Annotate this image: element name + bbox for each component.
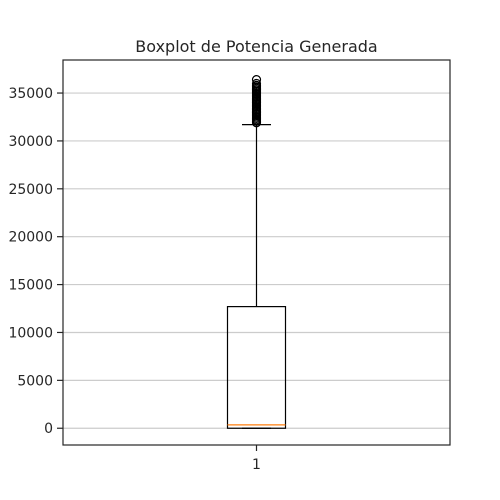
y-axis: 0 5000 10000 15000 20000 25000 30000 35000 bbox=[8, 86, 63, 437]
x-axis: 1 bbox=[252, 445, 261, 473]
y-tick-label: 15000 bbox=[8, 278, 53, 294]
y-tick-label: 35000 bbox=[8, 86, 53, 102]
y-tick-label: 25000 bbox=[8, 182, 53, 198]
x-tick-label: 1 bbox=[252, 457, 261, 473]
y-tick-label: 20000 bbox=[8, 230, 53, 246]
y-tick-label: 10000 bbox=[8, 325, 53, 341]
outlier-point bbox=[251, 78, 262, 89]
outlier-point bbox=[251, 75, 262, 85]
y-tick-label: 5000 bbox=[17, 373, 53, 389]
y-tick-label: 30000 bbox=[8, 134, 53, 150]
box-series bbox=[226, 75, 287, 429]
box-iqr bbox=[226, 306, 287, 429]
y-tick-label: 0 bbox=[44, 421, 53, 437]
chart-title: Boxplot de Potencia Generada bbox=[135, 37, 377, 56]
